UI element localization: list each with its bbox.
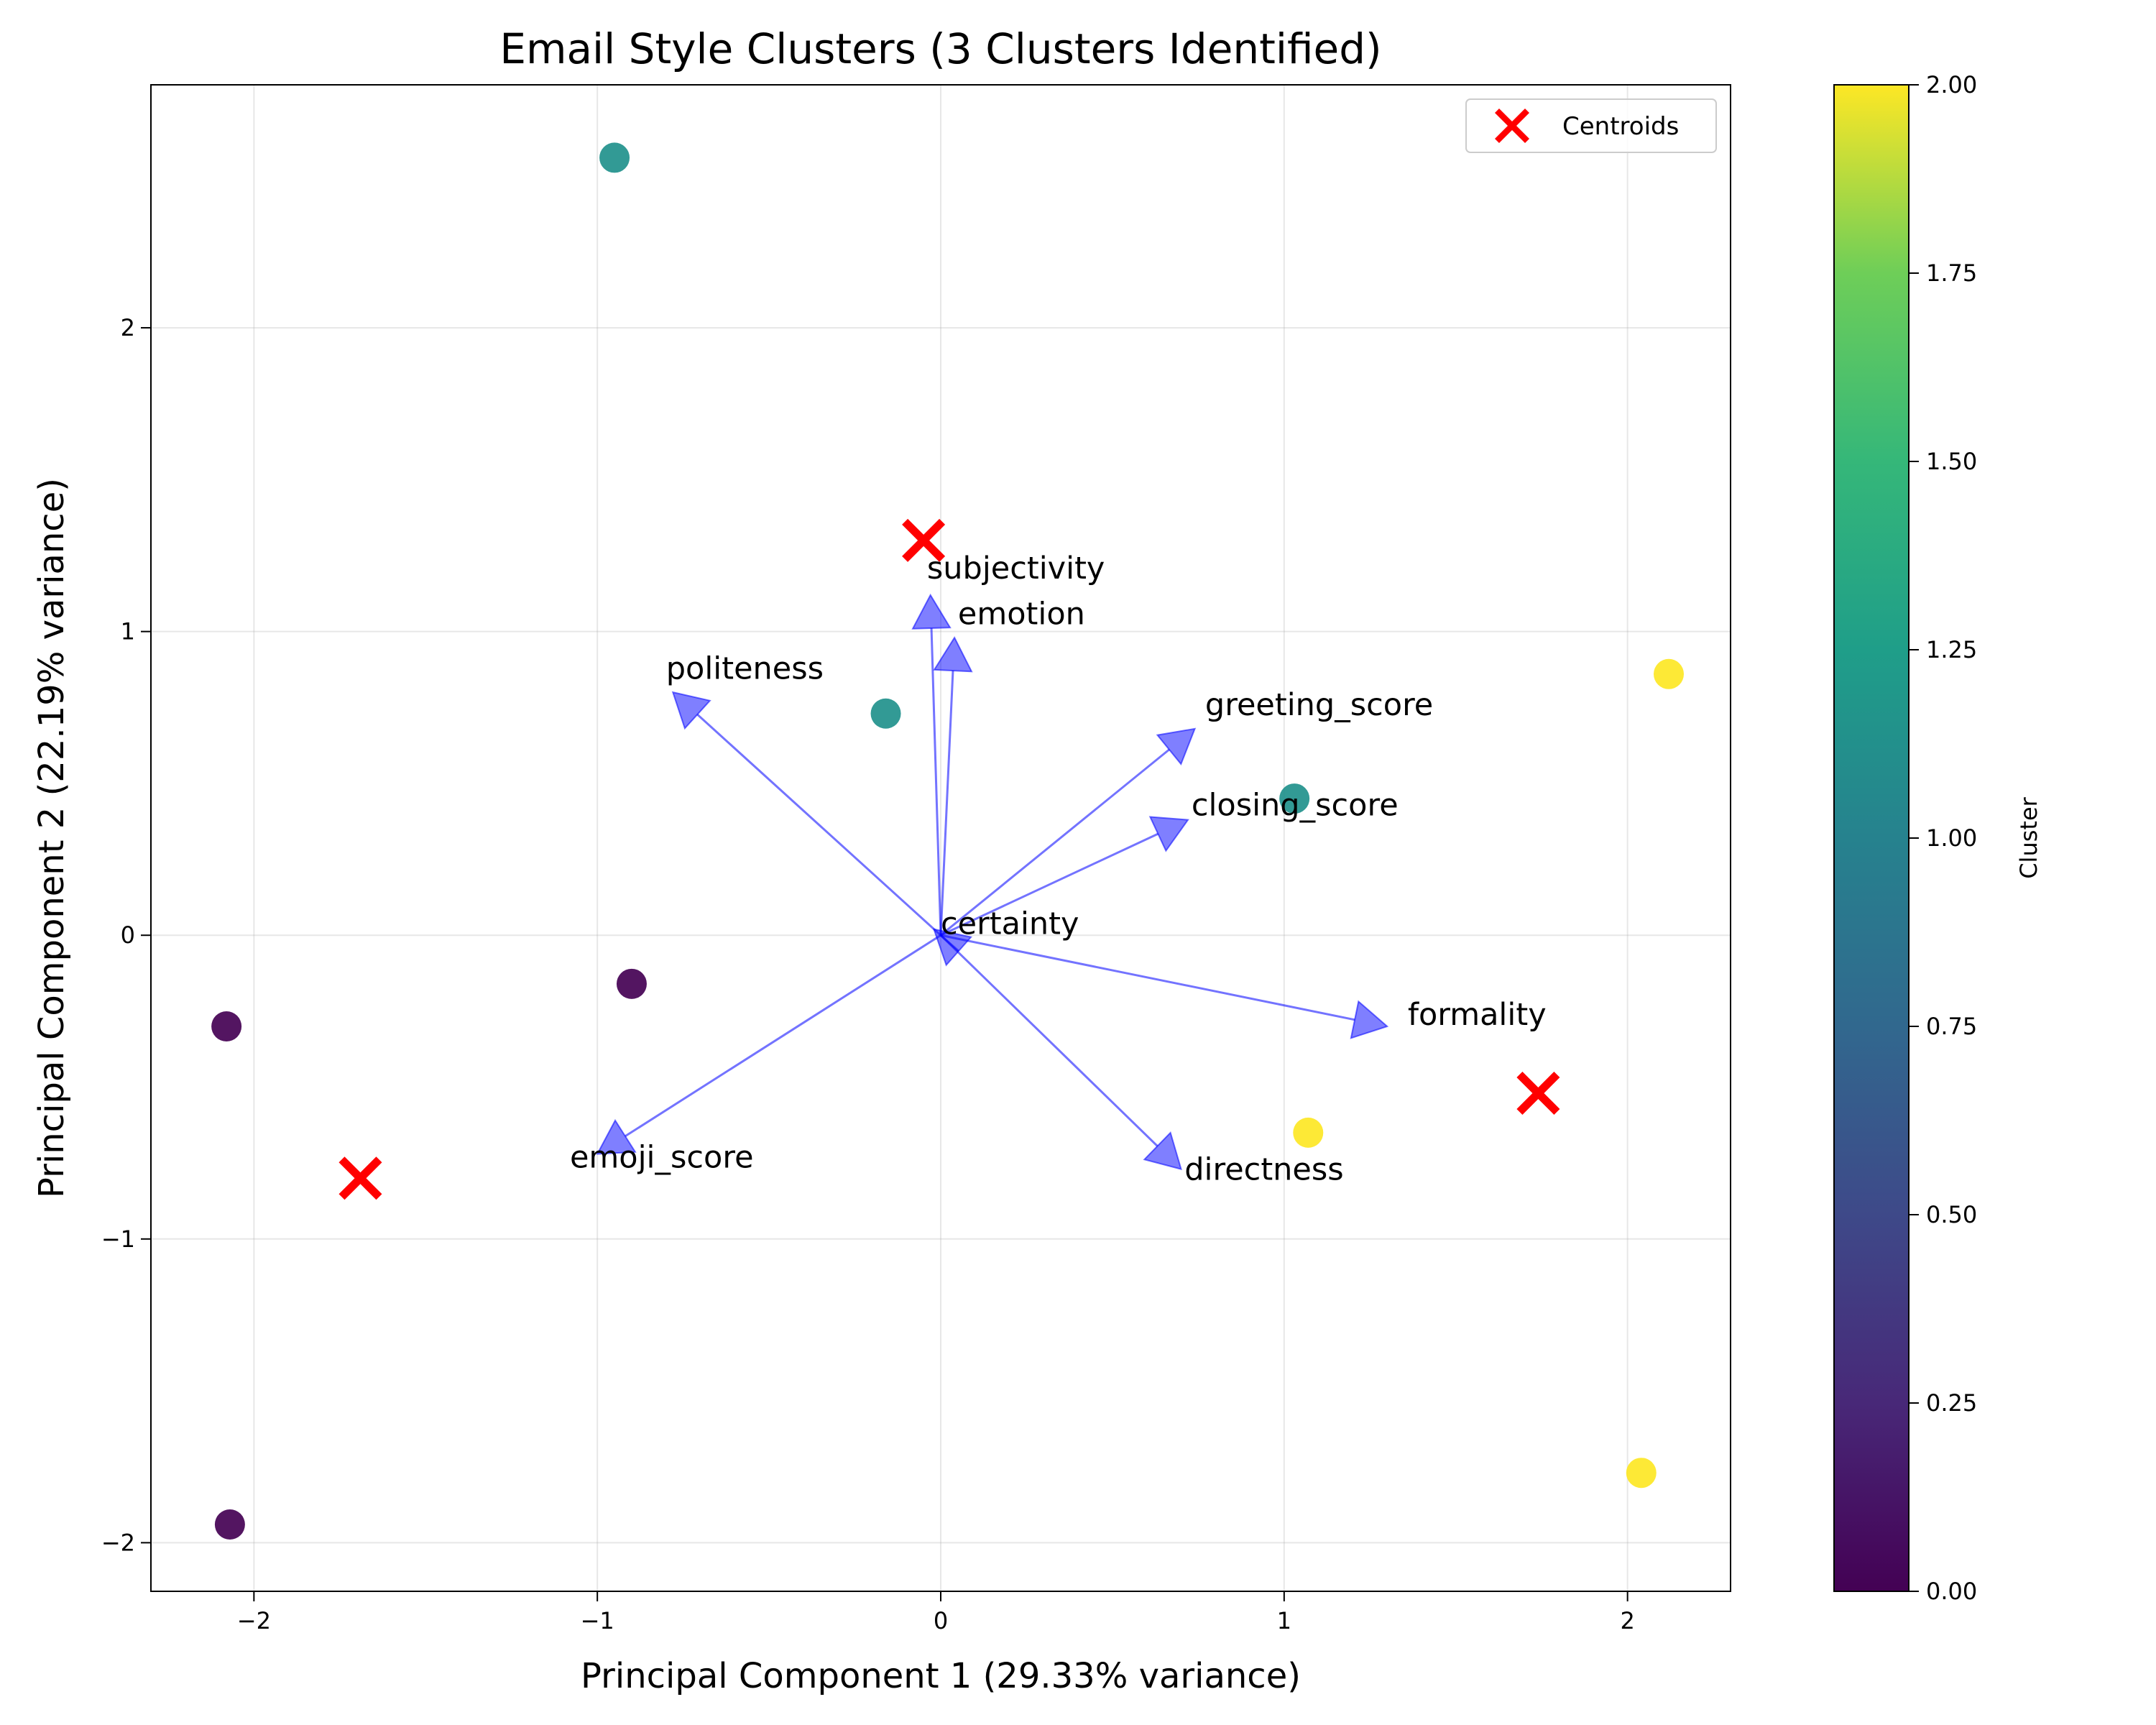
colorbar-tick-label: 0.50 (1926, 1201, 1977, 1228)
loading-label-emotion: emotion (958, 596, 1085, 632)
loading-arrow-formality (940, 934, 1389, 1039)
loading-arrow-emotion (933, 636, 973, 936)
data-point-cluster-2 (1293, 1117, 1324, 1148)
data-point-cluster-0 (214, 1509, 245, 1540)
colorbar: 0.00 0.25 0.50 0.75 1.00 1.25 1.50 1.75 2.00 Clu… (1833, 71, 2042, 1605)
data-point-cluster-0 (211, 1011, 242, 1041)
data-point-cluster-1 (599, 142, 630, 173)
y-tick-label: 1 (121, 618, 135, 645)
colorbar-ticks: 0.00 0.25 0.50 0.75 1.00 1.25 1.50 1.75 2.00 (1909, 71, 1977, 1605)
data-point-cluster-2 (1653, 658, 1684, 689)
colorbar-tick-label: 0.00 (1926, 1578, 1977, 1605)
y-tick-label: −1 (101, 1225, 135, 1253)
loading-arrow-politeness (671, 691, 942, 937)
centroid-marker (1516, 1071, 1560, 1115)
axis-ticks: −2 −1 0 1 2 −2 −1 0 1 2 (101, 314, 1635, 1634)
loading-arrow-closing-score (940, 816, 1189, 937)
loading-arrow-greeting-score (940, 727, 1197, 937)
colorbar-tick-label: 0.25 (1926, 1389, 1977, 1417)
loading-label-closing-score: closing_score (1192, 788, 1399, 824)
x-tick-label: 0 (934, 1607, 948, 1634)
colorbar-tick-label: 1.25 (1926, 636, 1977, 663)
loading-label-subjectivity: subjectivity (927, 551, 1105, 586)
colorbar-tick-label: 0.75 (1926, 1013, 1977, 1040)
y-tick-label: 0 (121, 921, 135, 949)
data-point-cluster-1 (870, 698, 901, 729)
grid-lines (151, 85, 1731, 1591)
colorbar-tick-label: 2.00 (1926, 71, 1977, 98)
centroid-marker (338, 1156, 382, 1200)
colorbar-tick-label: 1.00 (1926, 824, 1977, 852)
loading-label-greeting-score: greeting_score (1205, 687, 1433, 723)
x-axis-label: Principal Component 1 (29.33% variance) (581, 1656, 1301, 1696)
legend-label-centroids: Centroids (1562, 112, 1679, 141)
centroid-marker (902, 518, 946, 562)
chart-title: Email Style Clusters (3 Clusters Identif… (499, 24, 1381, 73)
centroid-markers (338, 518, 1560, 1200)
colorbar-label: Cluster (2015, 796, 2042, 878)
loading-arrows (596, 593, 1389, 1171)
loading-arrow-emoji-score (596, 934, 941, 1155)
loading-labels: subjectivity emotion politeness greeting_sc… (570, 551, 1547, 1188)
x-tick-label: 2 (1620, 1607, 1634, 1634)
y-tick-label: −2 (101, 1529, 135, 1556)
loading-label-politeness: politeness (666, 650, 824, 686)
data-point-cluster-0 (616, 968, 647, 999)
colorbar-tick-label: 1.50 (1926, 448, 1977, 475)
loading-arrow-directness (939, 934, 1182, 1171)
data-point-cluster-1 (1279, 783, 1310, 814)
legend-centroid-marker (1495, 109, 1529, 143)
data-point-cluster-2 (1626, 1458, 1657, 1489)
y-axis-label: Principal Component 2 (22.19% variance) (32, 478, 72, 1198)
data-points (211, 142, 1684, 1540)
legend: Centroids (1465, 98, 1717, 153)
colorbar-tick-label: 1.75 (1926, 259, 1977, 287)
loading-label-directness: directness (1184, 1152, 1343, 1188)
x-tick-label: −1 (581, 1607, 614, 1634)
x-tick-label: 1 (1277, 1607, 1291, 1634)
loading-label-emoji-score: emoji_score (570, 1140, 754, 1176)
colorbar-bar (1833, 84, 1909, 1592)
y-tick-label: 2 (121, 314, 135, 341)
loading-label-certainty: certainty (941, 906, 1079, 942)
x-tick-label: −2 (237, 1607, 271, 1634)
loading-arrow-subjectivity (911, 593, 952, 936)
loading-label-formality: formality (1408, 997, 1547, 1033)
